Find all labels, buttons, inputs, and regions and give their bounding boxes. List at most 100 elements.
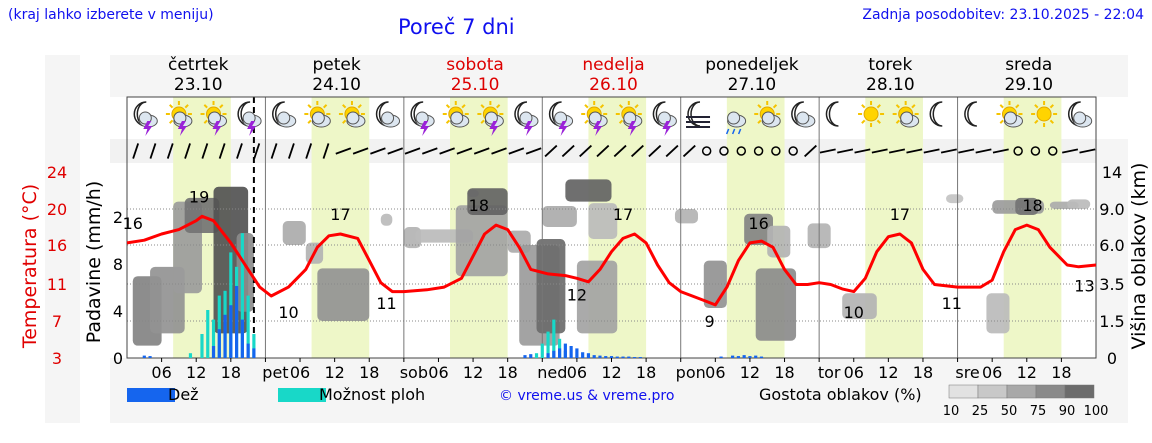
temperature-tick: 16 [47,236,67,255]
wind-barb-icon [888,148,906,154]
cloud-layer [536,239,566,334]
hour-tick: 12 [324,363,344,382]
cloud-puff [1073,111,1087,125]
moon-storm-icon [514,101,539,136]
sun-icon [1031,101,1058,127]
cloud-layer [1067,199,1091,209]
wind-barb-icon [630,144,644,158]
cloud-layer [317,268,370,321]
temperature-axis-label: Temperatura (°C) [19,184,41,349]
wind-barb-icon [1079,148,1096,154]
wind-barb-icon [456,147,473,155]
sun-ray [203,104,208,109]
sun-ray [184,104,189,109]
hour-tick: 18 [359,363,379,382]
temperature-value-label: 17 [613,205,633,224]
sun-ray [999,104,1004,109]
cloud-height-tick: 0 [1107,349,1117,368]
day-name: torek [868,55,912,75]
temperature-tick: 11 [47,275,67,294]
day-abbrev-tick: ned [537,363,567,382]
wind-barb-icon [491,147,507,155]
day-date: 29.10 [1004,75,1053,95]
credit-link[interactable]: © vreme.us & vreme.pro [499,388,675,404]
temperature-value-label: 10 [844,303,864,322]
wind-barb-icon [335,147,352,155]
rain-bar [598,355,602,358]
cloud-layer [282,221,306,245]
lightning-bolt [143,121,153,136]
hour-tick: 12 [463,363,483,382]
day-abbrev-tick: pet [262,363,288,382]
sun-disc [863,106,879,122]
day-abbrev-tick: sob [400,363,428,382]
wind-barb-icon [421,147,438,155]
rain-bar [552,350,556,358]
calm-wind-icon [701,146,712,156]
sun-ray [861,119,866,124]
temperature-value-label: 18 [1022,196,1042,215]
sun-ray [1015,104,1020,109]
moon-storm-icon [133,101,158,136]
sun-ray [861,104,866,109]
storm-bar [206,310,210,358]
day-name: četrtek [168,55,229,75]
rain-bar [148,356,152,358]
precipitation-tick: 8 [113,255,123,274]
sun-ray [307,119,312,124]
storm-bar [188,353,193,358]
hour-tick: 12 [740,363,760,382]
rain-bar [246,343,250,358]
storm-bar [552,319,556,358]
cloud-layer [744,213,773,245]
sun-cloud-icon [754,101,781,128]
wind-barb-icon [253,143,261,159]
rain-bar [632,357,637,358]
rain-bar [558,348,562,358]
sun-icon [858,101,885,127]
cloud-height-tick: 6.0 [1099,236,1124,255]
temperature-line [126,214,1097,307]
day-abbrev-tick: tor [818,363,841,382]
sun-ray [480,104,485,109]
day-date: 27.10 [728,75,777,95]
rain-bar [211,346,216,358]
wind-barb-icon [871,148,888,154]
day-abbrev-tick: pon [676,363,706,382]
rain-bar [627,356,631,358]
sun-ray [599,104,605,109]
moon-storm-icon [548,101,574,136]
wind-barb-icon [322,143,330,159]
rain-bar [546,353,550,358]
precipitation-tick: 4 [113,302,123,321]
rain-bar [223,314,227,358]
moon-cloud-icon [1067,101,1093,128]
wind-barb-icon [804,144,817,158]
hour-tick: 12 [878,363,898,382]
day-name: sreda [1005,55,1052,75]
cloud-density-scale-label: 10 [943,404,960,419]
calm-wind-icon [1013,146,1023,156]
sun-ray [1049,119,1054,124]
daytime-band [865,97,923,358]
cloud-puff [1003,111,1017,125]
cloud-layer [674,209,699,224]
sun-ray [342,119,347,124]
cloud-density-scale-label: 25 [972,404,989,419]
calm-wind-icon [753,146,764,156]
calm-wind-icon [1030,146,1041,156]
rain-bar [615,356,619,358]
sun-ray [480,119,485,124]
cloud-layer [576,260,618,334]
rain-bar [563,343,567,358]
sun-ray [584,104,589,109]
temperature-value-label: 16 [748,214,768,233]
lightning-bolt [489,121,499,136]
cloud-layer [842,293,877,320]
storm-bar [534,353,539,358]
storm-bar [246,295,250,358]
lightning-bolt [662,121,672,136]
cloud-puff [727,111,741,125]
sun-ray [1049,104,1054,109]
rain-bar [217,329,221,358]
